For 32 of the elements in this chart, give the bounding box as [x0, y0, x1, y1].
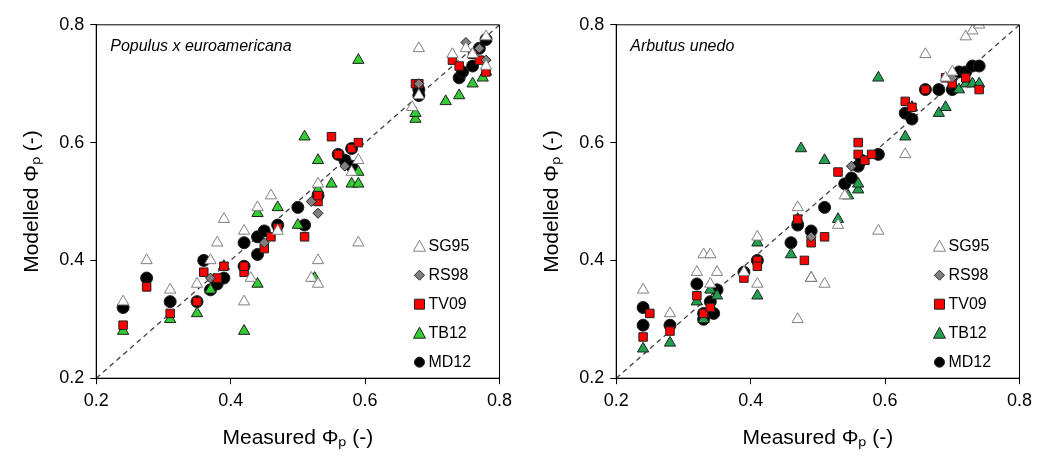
legend-label: RS98	[428, 265, 469, 283]
legend-label: SG95	[948, 236, 990, 254]
y-axis-title: Modelled Φₚ (-)	[539, 130, 565, 273]
y-tick-label: 0.6	[59, 131, 85, 152]
y-tick-label: 0.4	[579, 249, 605, 270]
x-axis-title: Measured Φₚ (-)	[222, 425, 374, 451]
y-tick-label: 0.8	[59, 13, 85, 34]
y-axis-title: Modelled Φₚ (-)	[19, 130, 45, 273]
x-tick-label: 0.2	[83, 389, 109, 410]
legend-label: TV09	[428, 294, 467, 312]
y-tick-label: 0.2	[59, 367, 85, 388]
x-tick-label: 0.6	[352, 389, 378, 410]
legend-label: SG95	[428, 236, 470, 254]
x-tick-label: 0.2	[603, 389, 629, 410]
y-tick-label: 0.8	[579, 13, 605, 34]
x-axis-title: Measured Φₚ (-)	[742, 425, 894, 451]
legend-label: TV09	[948, 294, 987, 312]
x-tick-label: 0.8	[486, 389, 512, 410]
x-tick-label: 0.4	[218, 389, 244, 410]
legend-label: TB12	[948, 323, 987, 341]
annotation: Populus x euroamericana	[110, 37, 292, 55]
y-tick-label: 0.6	[579, 131, 605, 152]
y-tick-label: 0.4	[59, 249, 85, 270]
legend-label: MD12	[428, 352, 472, 370]
annotation: Arbutus unedo	[629, 37, 735, 55]
legend-label: RS98	[948, 265, 989, 283]
legend-label: TB12	[428, 323, 467, 341]
x-tick-label: 0.8	[1006, 389, 1032, 410]
x-tick-label: 0.6	[872, 389, 898, 410]
legend-label: MD12	[948, 352, 992, 370]
x-tick-label: 0.4	[738, 389, 764, 410]
y-tick-label: 0.2	[579, 367, 605, 388]
